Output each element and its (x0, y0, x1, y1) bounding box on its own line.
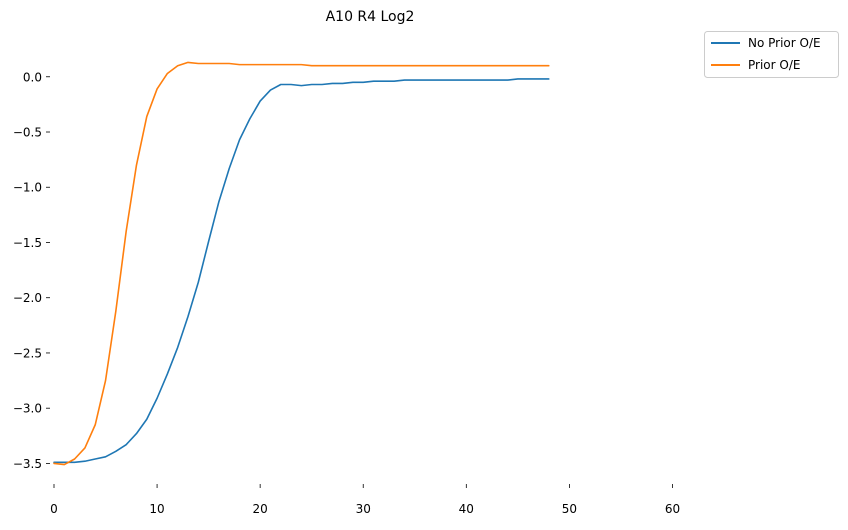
y-tick-label: −2.5 (13, 346, 42, 360)
x-tick-label: 50 (562, 502, 577, 516)
series-line-prior (53, 61, 550, 466)
y-tick-label: −2.0 (13, 291, 42, 305)
y-axis-ticks: 0.0 −0.5 −1.0 −1.5 −2.0 −2.5 −3.0 −3.5 (13, 70, 50, 471)
y-tick-label: −3.5 (13, 457, 42, 471)
legend-label-no-prior: No Prior O/E (748, 36, 821, 50)
x-tick-label: 60 (665, 502, 680, 516)
legend-label-prior: Prior O/E (748, 58, 800, 72)
series-line-no-prior (53, 78, 550, 464)
y-tick-label: −3.0 (13, 402, 42, 416)
series-layer (53, 61, 550, 466)
y-tick-label: −1.0 (13, 181, 42, 195)
x-tick-label: 0 (50, 502, 58, 516)
x-tick-label: 40 (459, 502, 474, 516)
x-tick-label: 10 (149, 502, 164, 516)
x-tick-label: 20 (253, 502, 268, 516)
y-tick-label: −0.5 (13, 126, 42, 140)
chart-title: A10 R4 Log2 (326, 9, 415, 25)
y-tick-label: −1.5 (13, 236, 42, 250)
y-tick-label: 0.0 (23, 70, 42, 84)
legend: No Prior O/E Prior O/E (704, 31, 839, 78)
x-tick-label: 30 (356, 502, 371, 516)
x-axis-ticks: 0 10 20 30 40 50 60 (50, 484, 680, 516)
